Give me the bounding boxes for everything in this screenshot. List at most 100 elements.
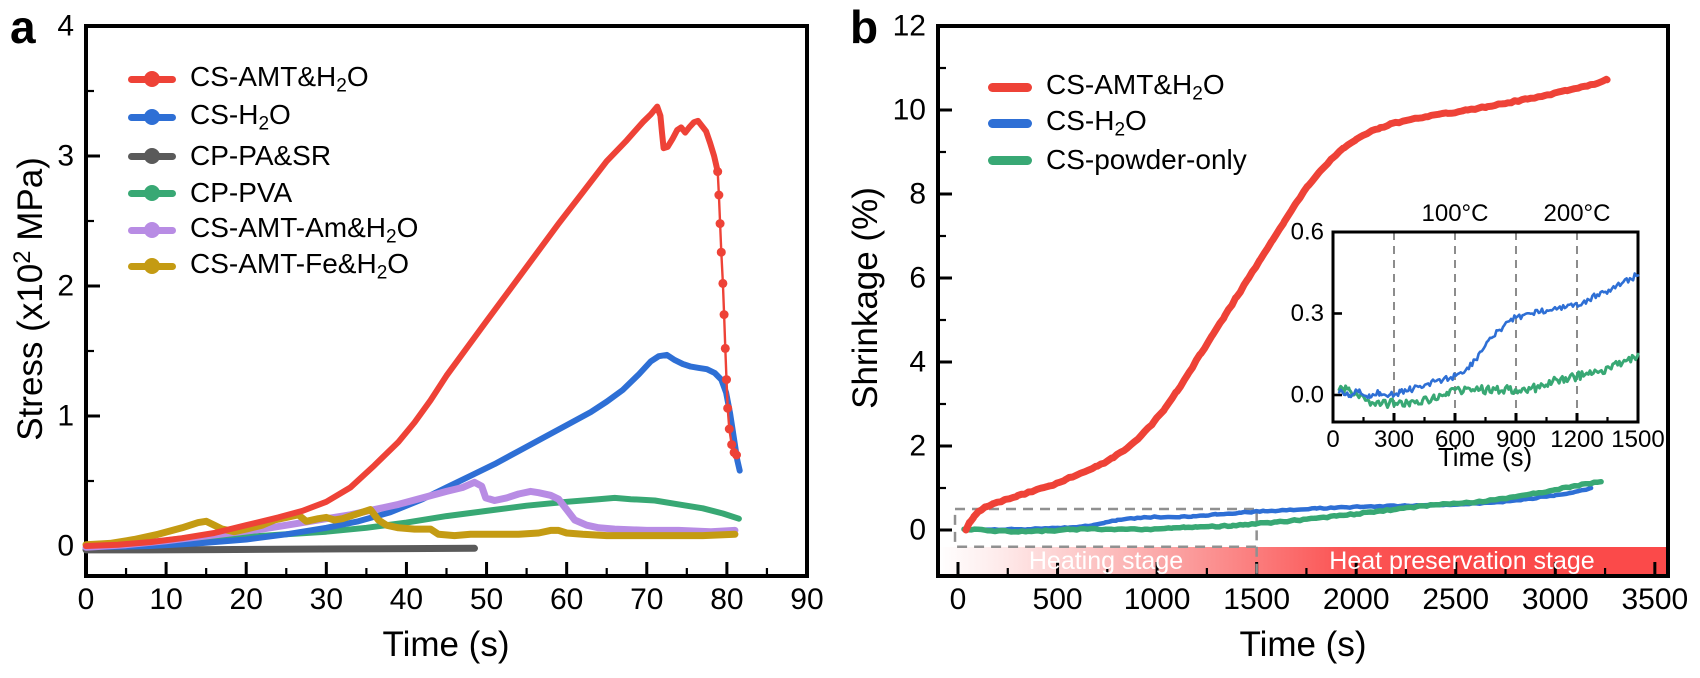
legend-label-cs-amt-fe-h2o: CS-AMT-Fe&H2O	[190, 247, 410, 284]
legend-swatch-cs-h2o	[128, 107, 176, 127]
panel-letter-b: b	[850, 1, 879, 53]
series-a-CS-AMT&H2O-drop-dot	[727, 440, 737, 450]
series-a-CS-AMT&H2O-drop-dot	[719, 310, 729, 320]
panel-b-frame	[936, 24, 1670, 578]
panel-a-x-tick-label: 70	[630, 583, 663, 616]
legend-label-cs-h2o: CS-H2O	[1046, 104, 1147, 141]
legend-dot-icon	[144, 222, 160, 238]
panel-a-x-tick-label: 80	[710, 583, 743, 616]
panel-b-y-tick-label: 8	[909, 178, 926, 211]
legend-label-cs-powder-only: CS-powder-only	[1046, 146, 1247, 174]
panel-b-x-tick-label: 2500	[1422, 583, 1489, 616]
legend-item-cs-amt-fe-h2o: CS-AMT-Fe&H2O	[128, 249, 409, 283]
legend-label-cs-amt-h2o: CS-AMT&H2O	[190, 60, 369, 97]
legend-label-cp-pva: CP-PVA	[190, 179, 292, 207]
inset-x-axis-title: Time (s)	[1437, 442, 1533, 472]
panel-a-y-tick-label: 3	[57, 140, 74, 173]
series-a-CS-AMT&H2O-drop-dot	[718, 278, 728, 288]
series-a-CS-AMT&H2O-drop-dot	[714, 190, 724, 200]
text-part: CS-H	[1046, 104, 1115, 136]
inset-x-tick-label: 1500	[1611, 426, 1664, 453]
y-axis-title-a: Stress (x102 MPa)	[9, 39, 51, 559]
text-part: CS-AMT&H	[1046, 68, 1193, 100]
panel-a-y-tick-label: 2	[57, 270, 74, 303]
legend-label-cp-pa-sr: CP-PA&SR	[190, 142, 331, 170]
text-part: O	[1125, 104, 1147, 136]
legend-item-cs-powder-only: CS-powder-only	[988, 143, 1247, 177]
legend-swatch-cs-h2o	[988, 113, 1032, 133]
legend-swatch-cs-amt-h2o	[128, 69, 176, 89]
text-part: O	[396, 211, 419, 243]
text-part: 2	[1114, 119, 1126, 141]
series-a-CS-AMT&H2O-drop-dot	[721, 375, 731, 385]
series-a-CS-H2O	[83, 351, 743, 551]
series-a-CS-AMT&H2O	[83, 103, 721, 549]
panel-a-x-tick-label: 40	[390, 583, 423, 616]
legend-line-icon	[988, 155, 1032, 165]
panel-b-x-tick-label: 0	[950, 583, 967, 616]
legend-line-icon	[988, 82, 1032, 92]
inset-x-tick-label: 1200	[1550, 426, 1603, 453]
panel-b-x-tick-label: 2000	[1323, 583, 1390, 616]
inset-x-tick-label: 0	[1326, 426, 1339, 453]
inset-y-tick-label: 0.6	[1291, 218, 1324, 245]
series-a-CS-AMT&H2O-drop-dot	[715, 219, 725, 229]
panel-a-x-tick-label: 0	[78, 583, 95, 616]
series-a-CS-AMT&H2O-drop-dot	[731, 450, 741, 460]
text-part: 2	[1192, 83, 1203, 105]
panel-a-y-tick-label: 1	[57, 400, 74, 433]
panel-b-x-tick-label: 1500	[1223, 583, 1290, 616]
text-part: 2	[336, 75, 347, 97]
series-b-CS-AMT&H2O	[962, 75, 1611, 534]
legend-item-cp-pva: CP-PVA	[128, 176, 292, 210]
legend-swatch-cs-amt-fe-h2o	[128, 256, 176, 276]
legend-label-cs-amt-am-h2o: CS-AMT-Am&H2O	[190, 211, 419, 246]
y-axis-title-b: Shrinkage (%)	[846, 187, 885, 409]
legend-swatch-cp-pa-sr	[128, 146, 176, 166]
panel-b-x-tick-label: 500	[1033, 583, 1083, 616]
stage-band	[939, 547, 1667, 575]
panel-a-x-tick-label: 90	[790, 583, 823, 616]
legend-swatch-cs-powder-only	[988, 150, 1032, 170]
legend-swatch-cs-amt-h2o	[988, 77, 1032, 97]
panel-b-x-tick-label: 3000	[1522, 583, 1589, 616]
text-part: 2	[9, 250, 37, 264]
legend-dot-icon	[144, 148, 160, 164]
legend-line-icon	[988, 118, 1032, 128]
legend-item-cs-amt-h2o: CS-AMT&H2O	[988, 70, 1225, 104]
legend-item-cs-amt-am-h2o: CS-AMT-Am&H2O	[128, 213, 418, 247]
panel-a-x-tick-label: 50	[470, 583, 503, 616]
text-part: O	[346, 60, 369, 92]
text-part: 2	[376, 262, 388, 284]
panel-a-x-tick-label: 20	[230, 583, 263, 616]
panel-a-x-tick-label: 60	[550, 583, 583, 616]
inset-y-tick-label: 0.3	[1291, 300, 1324, 327]
text-part: MPa)	[10, 157, 50, 251]
inset-y-tick-label: 0.0	[1291, 382, 1324, 409]
text-part: CS-AMT&H	[190, 60, 337, 92]
inset-x-tick-label: 600	[1435, 426, 1475, 453]
legend-dot-icon	[144, 185, 160, 201]
series-a-CS-AMT-Fe&H2O	[82, 506, 739, 549]
legend-swatch-cp-pva	[128, 183, 176, 203]
legend-item-cs-h2o: CS-H2O	[128, 100, 291, 134]
temp-label-100c: 100°C	[1421, 200, 1489, 227]
series-a-CS-AMT&H2O-drop-dot	[724, 424, 734, 434]
x-axis-title-a: Time (s)	[382, 625, 510, 664]
panel-b-x-tick-label: 3500	[1621, 583, 1688, 616]
series-a-CS-AMT&H2O-drop-dot	[720, 343, 730, 353]
legend-item-cs-h2o: CS-H2O	[988, 106, 1147, 140]
panel-a-x-tick-label: 30	[310, 583, 343, 616]
text-part: CS-powder-only	[1046, 144, 1247, 175]
series-a-CS-AMT&H2O-drop-dot	[713, 167, 723, 177]
series-a-CS-AMT&H2O-drop-dot	[716, 247, 726, 257]
text-part: O	[387, 247, 410, 279]
x-axis-title-b: Time (s)	[1239, 625, 1367, 664]
legend-dot-icon	[144, 258, 160, 274]
panel-a-y-tick-label: 4	[57, 10, 74, 43]
text-part: CP-PA&SR	[190, 140, 332, 171]
panel-b-y-tick-label: 6	[909, 262, 926, 295]
legend-label-cs-h2o: CS-H2O	[190, 100, 291, 133]
panel-b-y-tick-label: 10	[893, 94, 926, 127]
